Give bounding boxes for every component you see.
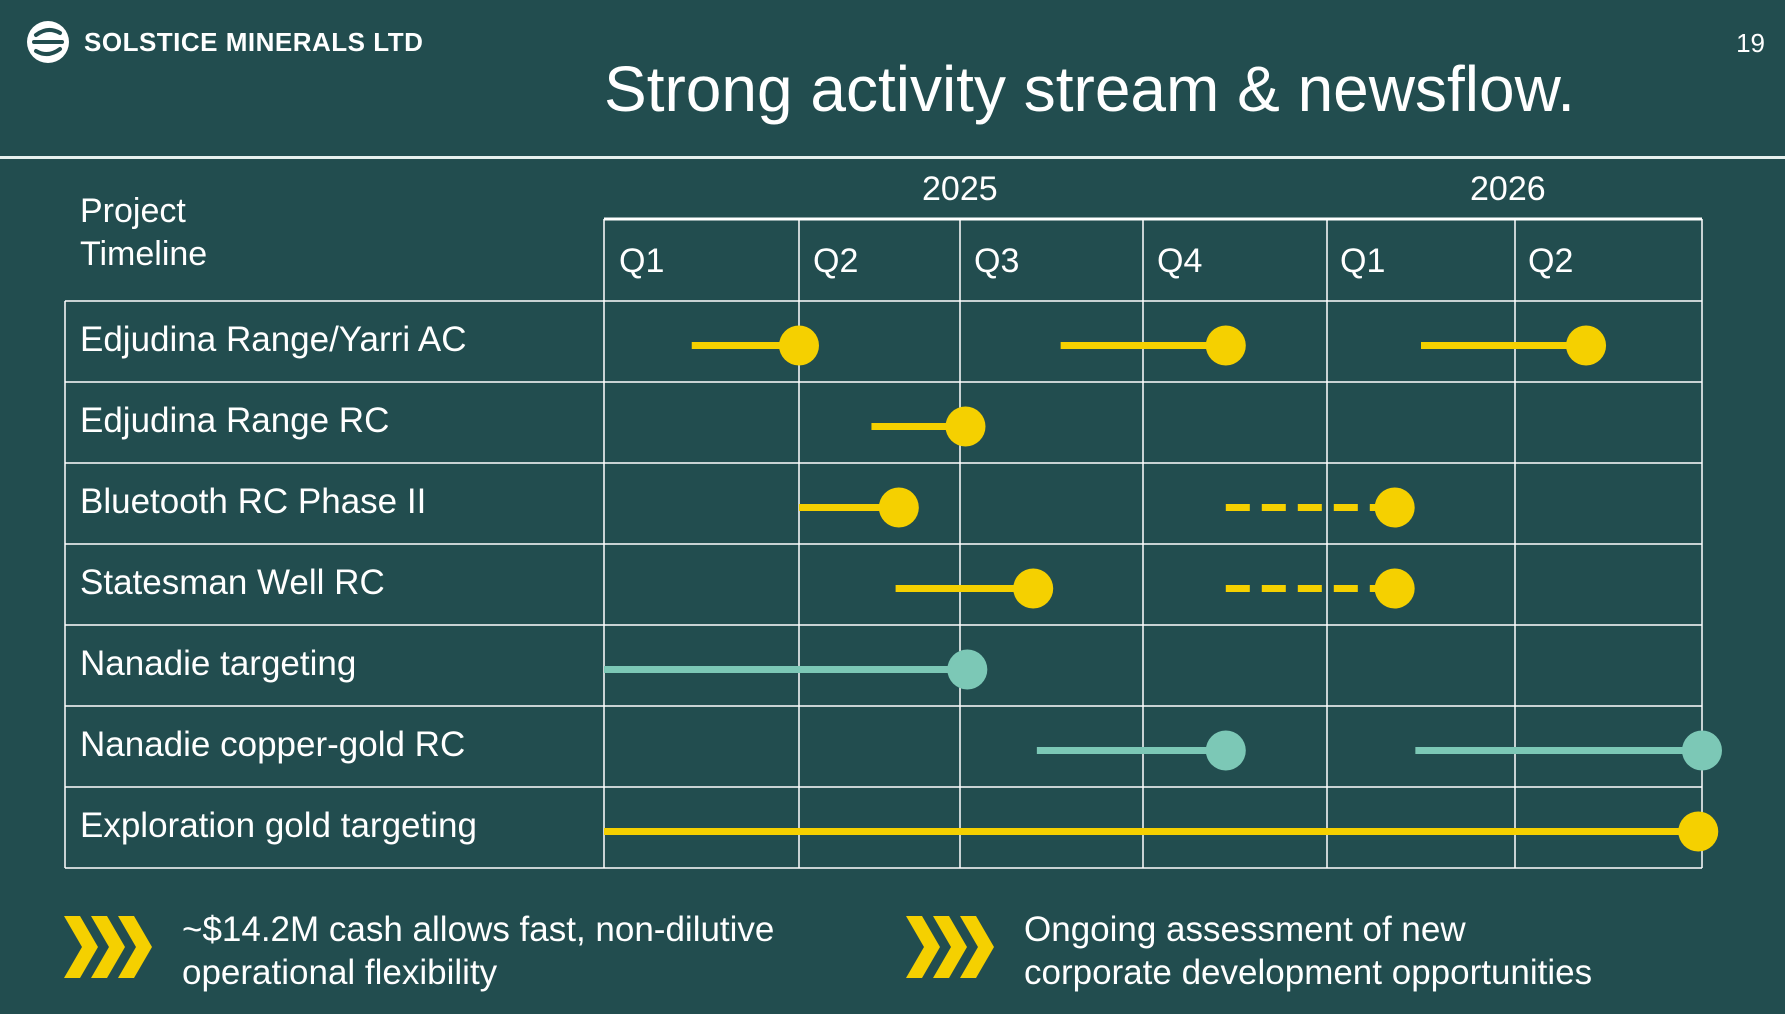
footer-text-line: Ongoing assessment of new: [1024, 910, 1466, 949]
year-label-2026: 2026: [1470, 170, 1546, 208]
timeline-milestone-dot: [947, 649, 988, 690]
timeline-milestone-dot: [1682, 730, 1722, 771]
footer-text: Ongoing assessment of new corporate deve…: [1024, 908, 1592, 994]
header-divider: [0, 156, 1785, 159]
footer-text: ~$14.2M cash allows fast, non-dilutive o…: [182, 908, 774, 994]
timeline-heading: Project Timeline: [80, 190, 207, 276]
row-label: Bluetooth RC Phase II: [80, 482, 427, 521]
year-label-2025: 2025: [922, 170, 998, 208]
row-label: Edjudina Range/Yarri AC: [80, 320, 467, 359]
row-label: Nanadie targeting: [80, 644, 357, 683]
footer-text-line: operational flexibility: [182, 953, 498, 992]
page-title: Strong activity stream & newsflow.: [604, 53, 1576, 125]
timeline-milestone-dot: [779, 325, 819, 366]
timeline-milestone-dot: [878, 487, 919, 528]
quarter-label: Q3: [974, 242, 1020, 280]
footer-item-corporate: Ongoing assessment of new corporate deve…: [906, 908, 1592, 994]
timeline-milestone-dot: [945, 406, 986, 447]
page-number: 19: [1736, 28, 1765, 58]
quarter-label: Q1: [1340, 242, 1386, 280]
brand: SOLSTICE MINERALS LTD: [26, 20, 423, 64]
footer-item-cash: ~$14.2M cash allows fast, non-dilutive o…: [64, 908, 774, 994]
timeline-milestone-dot: [1374, 568, 1415, 609]
row-label: Edjudina Range RC: [80, 401, 390, 440]
company-logo-icon: [27, 21, 69, 63]
timeline-heading-line1: Project: [80, 192, 186, 230]
row-label: Exploration gold targeting: [80, 806, 477, 845]
timeline-milestone-dot: [1678, 811, 1719, 852]
timeline-milestone-dot: [1205, 325, 1246, 366]
timeline-milestone-dot: [1205, 730, 1246, 771]
row-label: Nanadie copper-gold RC: [80, 725, 466, 764]
timeline-heading-line2: Timeline: [80, 235, 208, 273]
quarter-label: Q2: [813, 242, 859, 280]
timeline-milestone-dot: [1374, 487, 1415, 528]
timeline-milestone-dot: [1566, 325, 1607, 366]
footer-text-line: corporate development opportunities: [1024, 953, 1593, 992]
quarter-label: Q4: [1157, 242, 1203, 280]
company-name: SOLSTICE MINERALS LTD: [84, 26, 424, 57]
chevrons-icon: [64, 916, 152, 978]
quarter-label: Q2: [1528, 242, 1574, 280]
chevrons-icon: [906, 916, 994, 978]
row-label: Statesman Well RC: [80, 563, 385, 602]
timeline-milestone-dot: [1013, 568, 1054, 609]
footer-text-line: ~$14.2M cash allows fast, non-dilutive: [182, 910, 775, 949]
quarter-label: Q1: [619, 242, 665, 280]
